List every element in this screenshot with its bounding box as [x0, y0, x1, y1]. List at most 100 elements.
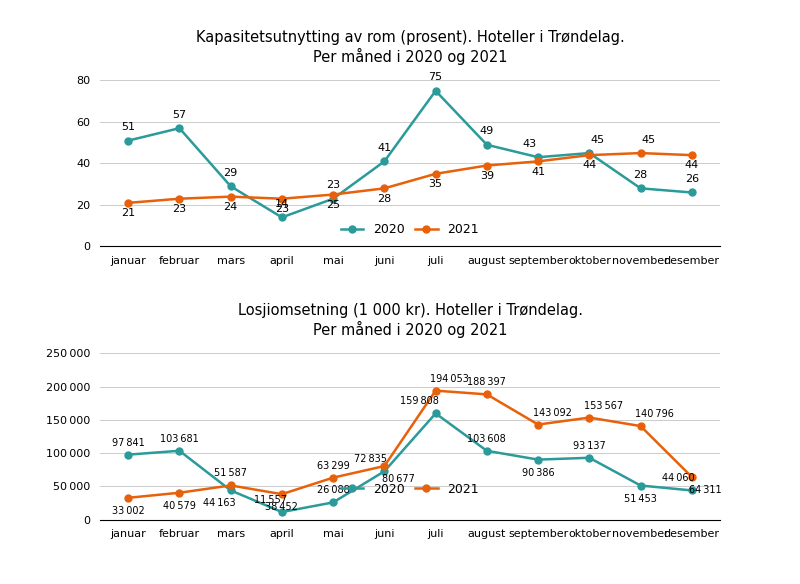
Text: 41: 41: [378, 143, 391, 153]
2020: [636, 185, 646, 192]
2020: [585, 454, 594, 461]
2021: [123, 494, 133, 501]
2020: [431, 410, 441, 417]
Text: 28: 28: [634, 170, 648, 180]
2021: [431, 171, 441, 178]
Text: 29: 29: [223, 168, 238, 178]
Text: 57: 57: [172, 110, 186, 120]
2021: [687, 474, 697, 481]
Legend: 2020, 2021: 2020, 2021: [337, 479, 483, 499]
Text: 39: 39: [480, 171, 494, 181]
2020: [431, 88, 441, 95]
Text: 49: 49: [480, 126, 494, 137]
Text: 44 163: 44 163: [203, 498, 236, 509]
Title: Kapasitetsutnytting av rom (prosent). Hoteller i Trøndelag.
Per måned i 2020 og : Kapasitetsutnytting av rom (prosent). Ho…: [196, 30, 624, 65]
Text: 143 092: 143 092: [533, 408, 571, 418]
2021: [636, 150, 646, 157]
Text: 21: 21: [121, 208, 135, 218]
Text: 26: 26: [685, 174, 699, 184]
Text: 103 681: 103 681: [160, 434, 198, 444]
Text: 63 299: 63 299: [317, 461, 350, 471]
Text: 11 557: 11 557: [254, 495, 287, 505]
Text: 72 835: 72 835: [354, 454, 387, 464]
Text: 153 567: 153 567: [584, 401, 622, 411]
2021: [482, 391, 492, 398]
2021: [534, 158, 543, 165]
Text: 51 587: 51 587: [214, 468, 247, 478]
Text: 140 796: 140 796: [635, 409, 674, 419]
Text: 194 053: 194 053: [430, 374, 469, 384]
2021: [431, 387, 441, 394]
2021: [585, 152, 594, 159]
2020: [226, 487, 235, 494]
Text: 51 453: 51 453: [624, 493, 657, 503]
Text: 23: 23: [172, 204, 186, 214]
2020: [636, 482, 646, 489]
Text: 97 841: 97 841: [112, 437, 145, 448]
2020: [534, 154, 543, 161]
Text: 43: 43: [522, 139, 537, 149]
Text: 38 452: 38 452: [266, 502, 298, 512]
Text: 40 579: 40 579: [163, 501, 196, 511]
Legend: 2020, 2021: 2020, 2021: [337, 220, 483, 240]
2021: [482, 162, 492, 169]
Text: 35: 35: [429, 179, 442, 189]
2021: [379, 185, 389, 192]
Text: 25: 25: [326, 200, 340, 210]
Text: 44: 44: [685, 161, 699, 171]
Text: 159 808: 159 808: [399, 397, 438, 406]
2020: [277, 509, 286, 516]
2021: [174, 489, 184, 496]
2020: [482, 141, 492, 148]
2020: [482, 447, 492, 454]
2020: [123, 451, 133, 458]
2020: [174, 124, 184, 131]
2021: [277, 195, 286, 202]
2021: [585, 414, 594, 421]
Line: 2021: 2021: [125, 387, 695, 501]
2020: [687, 189, 697, 196]
2020: [328, 195, 338, 202]
2020: [328, 499, 338, 506]
Text: 26 088: 26 088: [317, 485, 350, 495]
2021: [226, 193, 235, 200]
2021: [174, 195, 184, 202]
Text: 24: 24: [223, 202, 238, 212]
2020: [379, 468, 389, 475]
Line: 2020: 2020: [125, 88, 695, 221]
Text: 93 137: 93 137: [573, 441, 606, 451]
2020: [277, 214, 286, 221]
2021: [123, 199, 133, 206]
Text: 33 002: 33 002: [112, 506, 145, 516]
2021: [328, 474, 338, 481]
2021: [328, 191, 338, 198]
2020: [123, 137, 133, 144]
2021: [687, 152, 697, 159]
Line: 2020: 2020: [125, 410, 695, 516]
2020: [585, 150, 594, 157]
Text: 23: 23: [326, 180, 340, 190]
Text: 41: 41: [531, 166, 545, 176]
Text: 64 311: 64 311: [690, 485, 722, 495]
2020: [226, 183, 235, 190]
2020: [379, 158, 389, 165]
2021: [277, 491, 286, 498]
Text: 51: 51: [121, 122, 135, 133]
2021: [534, 421, 543, 428]
Title: Losjiomsetning (1 000 kr). Hoteller i Trøndelag.
Per måned i 2020 og 2021: Losjiomsetning (1 000 kr). Hoteller i Tr…: [238, 303, 582, 338]
Text: 44 060: 44 060: [662, 474, 694, 484]
2020: [174, 447, 184, 454]
2020: [534, 456, 543, 463]
Text: 45: 45: [590, 135, 605, 145]
Text: 90 386: 90 386: [522, 468, 554, 478]
2021: [636, 423, 646, 430]
Text: 44: 44: [582, 161, 597, 171]
2020: [687, 487, 697, 494]
Text: 80 677: 80 677: [382, 474, 414, 484]
Text: 45: 45: [642, 135, 656, 145]
2021: [379, 463, 389, 470]
Line: 2021: 2021: [125, 150, 695, 206]
Text: 103 608: 103 608: [467, 434, 506, 444]
2021: [226, 482, 235, 489]
Text: 188 397: 188 397: [467, 377, 506, 387]
